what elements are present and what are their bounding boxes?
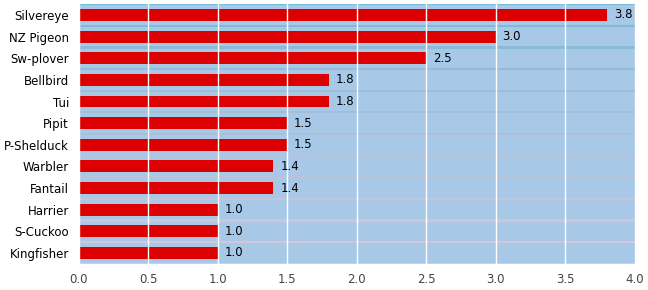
Bar: [79, 74, 329, 86]
Text: 1.0: 1.0: [225, 203, 243, 216]
Text: 3.0: 3.0: [503, 30, 521, 43]
Text: 1.0: 1.0: [225, 246, 243, 260]
Bar: [79, 222, 634, 241]
Text: 1.0: 1.0: [225, 225, 243, 238]
Text: 3.8: 3.8: [614, 8, 632, 21]
Bar: [79, 182, 273, 194]
Bar: [79, 70, 634, 90]
Bar: [79, 96, 329, 108]
Bar: [79, 200, 634, 220]
Bar: [79, 92, 634, 111]
Bar: [79, 5, 634, 25]
Bar: [79, 27, 634, 46]
Bar: [79, 160, 273, 172]
Bar: [79, 139, 287, 151]
Text: 1.5: 1.5: [294, 117, 313, 130]
Text: 1.4: 1.4: [280, 182, 299, 195]
Text: 2.5: 2.5: [433, 52, 452, 65]
Bar: [79, 31, 496, 43]
Bar: [79, 135, 634, 155]
Bar: [79, 243, 634, 263]
Bar: [79, 225, 218, 237]
Text: 1.8: 1.8: [336, 95, 354, 108]
Bar: [79, 117, 287, 129]
Bar: [79, 48, 634, 68]
Bar: [79, 204, 218, 216]
Bar: [79, 113, 634, 133]
Text: 1.5: 1.5: [294, 138, 313, 151]
Text: 1.8: 1.8: [336, 73, 354, 86]
Bar: [79, 247, 218, 259]
Text: 1.4: 1.4: [280, 160, 299, 173]
Bar: [79, 178, 634, 198]
Bar: [79, 9, 607, 21]
Bar: [79, 157, 634, 176]
Bar: [79, 52, 426, 64]
